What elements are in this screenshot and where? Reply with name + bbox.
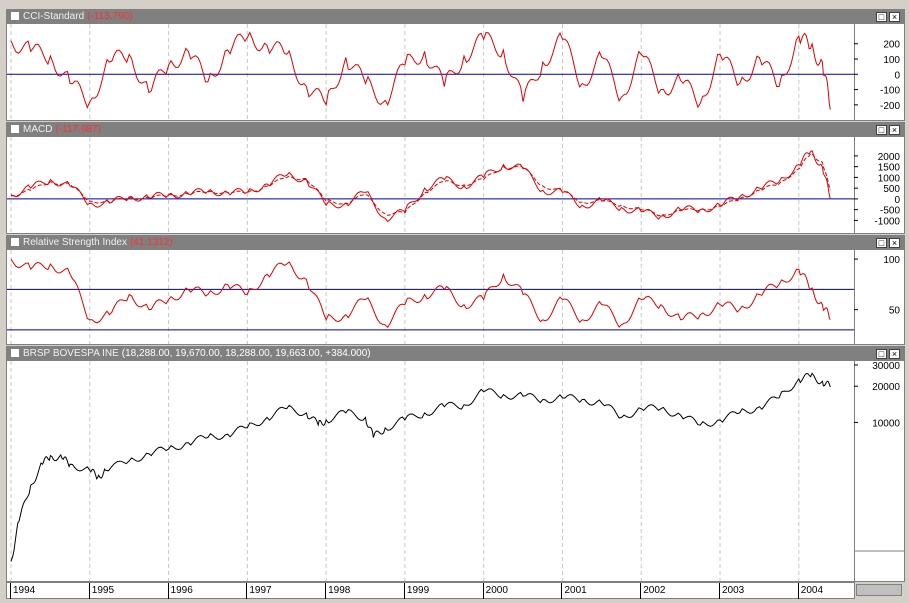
date-axis: 1994 1995 1996 1997 1998 1999 2000 2001 2002 2003… <box>6 582 855 599</box>
rsi-titlebar[interactable]: Relative Strength Index (41.1312) □ × <box>7 236 904 250</box>
macd-titlebar[interactable]: MACD (-117.687) □ × <box>7 123 904 137</box>
rsi-panel: Relative Strength Index (41.1312) □ × 100 5… <box>6 235 905 345</box>
panel-menu-icon[interactable] <box>11 238 19 246</box>
series-line-1 <box>10 153 831 217</box>
close-button[interactable]: × <box>889 125 900 135</box>
y-tick-label: 500 <box>883 184 900 195</box>
y-tick-label: 1500 <box>878 163 901 174</box>
series-line-0 <box>10 31 831 110</box>
x-tick-mark <box>403 583 405 599</box>
x-tick-mark <box>719 583 720 599</box>
cci-title: CCI-Standard <box>23 11 85 22</box>
series-line-0 <box>10 258 831 329</box>
y-tick-label: -200 <box>880 101 900 112</box>
cci-chart: 200 100 0 -100 -200 <box>7 24 900 120</box>
close-button[interactable]: × <box>889 349 900 359</box>
x-tick-mark <box>561 583 563 599</box>
y-tick-label: 0 <box>894 195 900 206</box>
y-tick-label: -1000 <box>874 216 900 227</box>
rsi-value: (41.1312) <box>129 237 173 248</box>
x-tick-label: 1997 <box>249 585 272 596</box>
rsi-title: Relative Strength Index <box>23 237 127 248</box>
y-tick-label: 0 <box>894 70 900 81</box>
restore-button[interactable]: □ <box>876 12 887 22</box>
x-tick-label: 2004 <box>800 585 824 596</box>
price-panel: BRSP BOVESPA INE (18,288.00, 19,670.00, 1… <box>6 346 905 582</box>
price-ohlc-value: (18,288.00, 19,670.00, 18,288.00, 19,663… <box>121 348 371 359</box>
price-chart: 30000 20000 10000 <box>10 361 904 581</box>
y-tick-label: 100 <box>883 55 900 66</box>
series-line-0 <box>10 149 831 223</box>
y-tick-label: 1000 <box>878 173 901 184</box>
x-tick-mark <box>88 583 90 599</box>
y-tick-label: 10000 <box>872 418 900 429</box>
y-tick-label: 30000 <box>872 361 900 372</box>
y-tick-label: 2000 <box>878 152 901 163</box>
x-tick-label: 1999 <box>406 585 430 596</box>
rsi-chart: 100 50 <box>7 250 901 344</box>
price-titlebar[interactable]: BRSP BOVESPA INE (18,288.00, 19,670.00, 1… <box>7 347 904 361</box>
x-tick-mark <box>167 583 169 599</box>
x-tick-mark <box>10 583 11 599</box>
y-tick-label: 100 <box>883 255 900 266</box>
x-tick-mark <box>797 583 799 599</box>
x-tick-mark <box>482 583 484 599</box>
x-tick-label: 2003 <box>722 585 745 596</box>
y-tick-label: -100 <box>880 86 900 97</box>
x-tick-label: 1995 <box>91 585 115 596</box>
macd-value: (-117.687) <box>55 124 101 135</box>
y-tick-label: 20000 <box>872 382 900 393</box>
x-tick-label: 1998 <box>328 585 351 596</box>
close-button[interactable]: × <box>889 238 900 248</box>
restore-button[interactable]: □ <box>876 349 887 359</box>
x-tick-label: 2000 <box>485 585 508 596</box>
close-button[interactable]: × <box>889 12 900 22</box>
panel-menu-icon[interactable] <box>11 349 19 357</box>
horizontal-scrollbar[interactable] <box>856 584 902 596</box>
x-tick-mark <box>325 583 327 599</box>
x-tick-label: 2002 <box>643 585 666 596</box>
restore-button[interactable]: □ <box>876 125 887 135</box>
macd-title: MACD <box>23 124 53 135</box>
cci-value: (-113.790) <box>87 11 133 22</box>
y-tick-label: -500 <box>880 206 900 217</box>
x-tick-mark <box>640 583 642 599</box>
x-tick-label: 1994 <box>13 585 36 596</box>
panel-menu-icon[interactable] <box>11 125 19 133</box>
cci-titlebar[interactable]: CCI-Standard (-113.790) □ × <box>7 10 904 24</box>
restore-button[interactable]: □ <box>876 238 887 248</box>
series-line-0 <box>10 372 831 562</box>
y-tick-label: 200 <box>883 40 900 51</box>
price-title: BRSP BOVESPA INE <box>23 348 119 359</box>
x-tick-mark <box>246 583 248 599</box>
y-tick-label: 50 <box>889 306 901 317</box>
x-tick-label: 1996 <box>170 585 193 596</box>
panel-menu-icon[interactable] <box>11 12 19 20</box>
cci-panel: CCI-Standard (-113.790) □ × 200 100 0 -100 -20… <box>6 9 905 121</box>
x-tick-label: 2001 <box>564 585 587 596</box>
macd-panel: MACD (-117.687) □ × 2000 1500 1000 500 0 -500 -1… <box>6 122 905 234</box>
